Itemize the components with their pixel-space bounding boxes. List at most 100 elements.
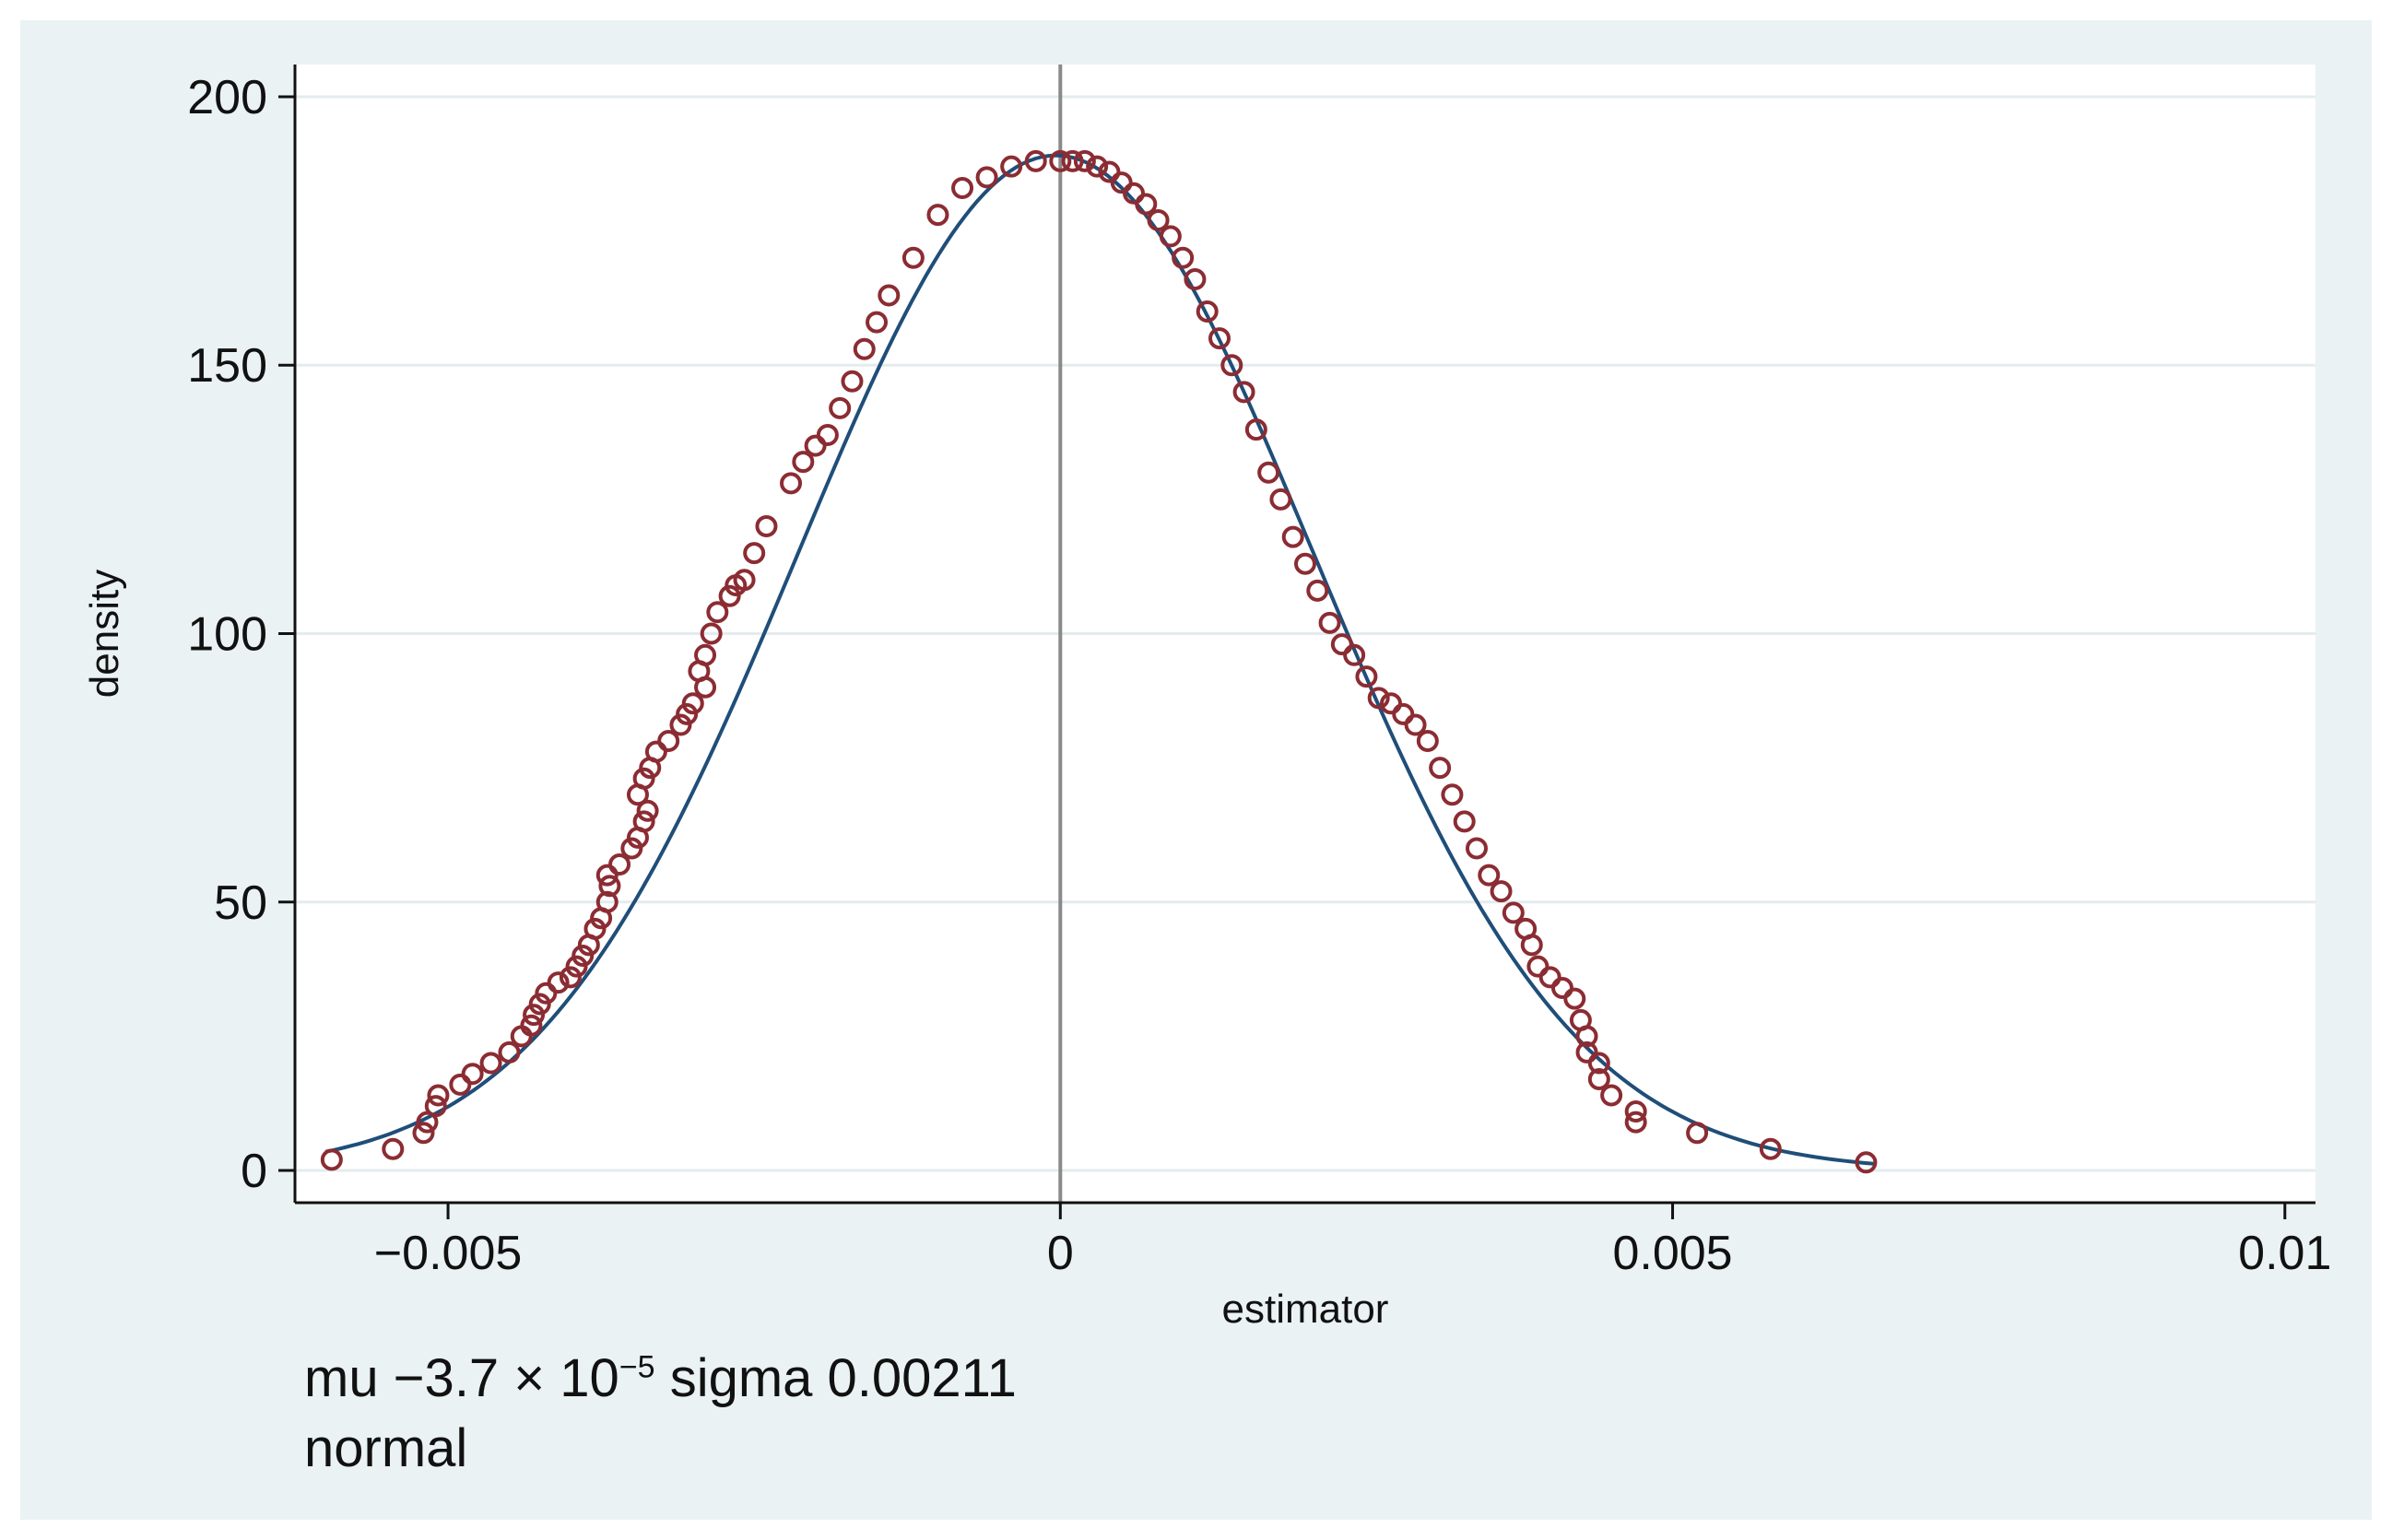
density-point: [706, 601, 729, 624]
density-point: [598, 875, 621, 898]
density-point: [681, 692, 704, 715]
density-point: [657, 730, 680, 753]
density-point: [1220, 354, 1243, 377]
density-point: [1110, 171, 1133, 194]
density-point: [1184, 268, 1207, 291]
density-point: [571, 945, 595, 968]
density-point: [382, 1137, 405, 1160]
density-point: [926, 204, 949, 227]
density-point: [1587, 1052, 1610, 1075]
x-tick-label: −0.005: [374, 1227, 523, 1280]
density-point: [1024, 149, 1047, 172]
gridlines: [295, 95, 2315, 1172]
density-point: [901, 246, 925, 269]
density-point: [1196, 300, 1219, 323]
density-point: [1061, 149, 1084, 172]
density-point: [1073, 149, 1096, 172]
density-point: [1855, 1151, 1878, 1174]
kernel-density-points: [320, 149, 1878, 1174]
density-point: [595, 890, 619, 913]
density-point: [755, 514, 778, 537]
density-point: [1526, 955, 1549, 978]
density-point: [1355, 665, 1378, 688]
density-point: [1367, 687, 1390, 710]
density-point: [1318, 611, 1341, 634]
density-point: [559, 966, 582, 989]
density-point: [816, 423, 839, 446]
density-point: [1538, 966, 1561, 989]
y-tick-label: 0: [241, 1145, 267, 1198]
density-point: [632, 767, 655, 790]
density-point: [449, 1073, 472, 1096]
density-point: [523, 1004, 546, 1027]
density-point: [1172, 246, 1195, 269]
density-point: [853, 337, 876, 360]
density-point: [951, 176, 974, 199]
density-point: [1098, 160, 1121, 183]
density-point: [1441, 783, 1464, 806]
density-point: [1686, 1122, 1709, 1145]
density-point: [1478, 864, 1501, 887]
density-point: [792, 451, 815, 474]
y-tick-label: 100: [187, 608, 267, 662]
density-point: [1416, 730, 1439, 753]
density-point: [1147, 208, 1170, 231]
density-point: [1135, 193, 1158, 216]
density-point: [866, 311, 889, 334]
density-point: [1624, 1111, 1647, 1134]
y-tick-label: 150: [187, 339, 267, 393]
note-distribution: normal: [304, 1418, 468, 1478]
density-point: [424, 1095, 447, 1118]
density-point: [1575, 1040, 1598, 1064]
density-point: [975, 166, 998, 189]
density-point: [694, 643, 717, 666]
density-point: [636, 799, 659, 822]
density-point: [1343, 643, 1366, 666]
density-point: [1208, 327, 1231, 350]
density-point: [1575, 1025, 1598, 1048]
density-point: [1624, 1099, 1647, 1123]
y-tick-label: 50: [214, 876, 267, 930]
density-point: [1453, 810, 1476, 833]
density-point: [1490, 880, 1513, 903]
x-tick-label: 0.005: [1612, 1227, 1732, 1280]
density-point: [1759, 1137, 1782, 1160]
density-point: [1465, 837, 1488, 860]
y-tick-label: 200: [187, 71, 267, 124]
density-point: [676, 702, 699, 725]
density-point: [733, 569, 756, 592]
note-mu-label: mu −3.7 × 10: [304, 1348, 619, 1408]
density-point: [644, 740, 667, 763]
density-point: [461, 1063, 484, 1086]
density-point: [718, 584, 741, 607]
density-point: [1587, 1068, 1610, 1091]
density-point: [743, 542, 766, 565]
density-point: [1550, 976, 1573, 999]
density-point: [700, 622, 723, 645]
density-point: [829, 396, 852, 419]
density-point: [1306, 579, 1329, 602]
x-axis-title: estimator: [1222, 1287, 1389, 1332]
density-point: [878, 284, 901, 307]
note-exponent: −5: [619, 1349, 655, 1385]
density-point: [1257, 461, 1280, 484]
note-sigma-label: sigma 0.00211: [654, 1348, 1017, 1408]
density-point: [1429, 757, 1452, 780]
density-point: [1404, 713, 1427, 736]
density-point: [1600, 1084, 1623, 1107]
density-point: [565, 955, 588, 978]
density-point: [412, 1122, 435, 1145]
density-point: [535, 982, 558, 1005]
y-axis-title: density: [82, 570, 127, 698]
density-point: [669, 713, 692, 736]
x-tick-label: 0.01: [2238, 1227, 2331, 1280]
density-point: [1392, 702, 1415, 725]
density-point: [1520, 934, 1543, 957]
density-point: [1086, 155, 1109, 178]
density-point: [427, 1084, 450, 1107]
density-point: [520, 1014, 543, 1037]
density-point: [1502, 901, 1525, 924]
density-point: [1269, 488, 1292, 511]
density-point: [1281, 525, 1304, 548]
